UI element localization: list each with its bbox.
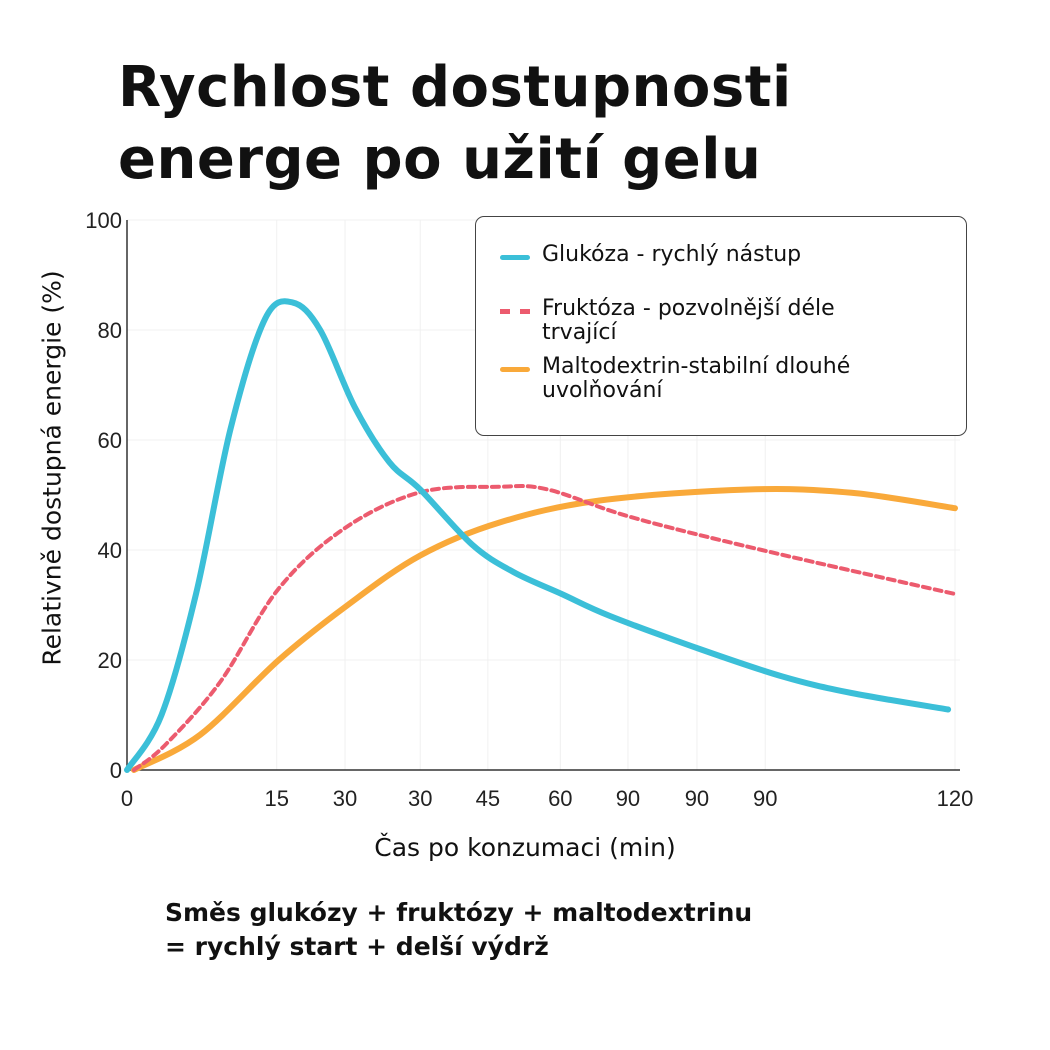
legend-item-fructose: Fruktóza - pozvolnější déle trvající bbox=[476, 297, 916, 345]
y-tick-label: 40 bbox=[98, 538, 122, 563]
y-tick-label: 20 bbox=[98, 648, 122, 673]
x-tick-label: 30 bbox=[333, 786, 357, 811]
x-tick-label: 45 bbox=[476, 786, 500, 811]
footer-line-2: = rychlý start + delší výdrž bbox=[165, 932, 549, 961]
x-tick-label: 30 bbox=[408, 786, 432, 811]
title-line-2: energe po užití gelu bbox=[118, 127, 762, 192]
legend: Glukóza - rychlý nástup Fruktóza - pozvo… bbox=[475, 216, 967, 436]
legend-label: Maltodextrin-stabilní dlouhé uvolňování bbox=[542, 354, 851, 403]
x-tick-label: 60 bbox=[548, 786, 572, 811]
legend-label: Fruktóza - pozvolnější déle trvající bbox=[542, 296, 835, 345]
legend-swatch-glucose bbox=[500, 255, 530, 260]
footer-line-1: Směs glukózy + fruktózy + maltodextrinu bbox=[165, 898, 753, 927]
x-axis-label: Čas po konzumaci (min) bbox=[374, 833, 676, 862]
x-tick-label: 90 bbox=[685, 786, 709, 811]
legend-swatch-fructose bbox=[500, 309, 530, 314]
series-line-glucose bbox=[124, 298, 952, 773]
chart-title: Rychlost dostupnosti energe po užití gel… bbox=[118, 52, 1018, 196]
series-line-maltodextrin bbox=[130, 486, 958, 773]
footer-note: Směs glukózy + fruktózy + maltodextrinu … bbox=[165, 896, 752, 964]
legend-swatch-maltodextrin bbox=[500, 367, 530, 372]
legend-item-glucose: Glukóza - rychlý nástup bbox=[476, 243, 801, 267]
legend-label: Glukóza - rychlý nástup bbox=[542, 242, 802, 267]
legend-item-maltodextrin: Maltodextrin-stabilní dlouhé uvolňování bbox=[476, 355, 916, 403]
title-line-1: Rychlost dostupnosti bbox=[118, 55, 792, 120]
y-tick-label: 60 bbox=[98, 428, 122, 453]
series-line-fructose bbox=[131, 484, 957, 772]
x-tick-label: 15 bbox=[264, 786, 288, 811]
x-tick-label: 0 bbox=[121, 786, 133, 811]
x-tick-label: 90 bbox=[616, 786, 640, 811]
x-tick-label: 90 bbox=[753, 786, 777, 811]
y-tick-label: 0 bbox=[110, 758, 122, 783]
x-tick-label: 120 bbox=[937, 786, 974, 811]
y-tick-label: 100 bbox=[85, 208, 122, 233]
y-axis-label: Relativně dostupná energie (%) bbox=[37, 270, 67, 666]
y-tick-label: 80 bbox=[98, 318, 122, 343]
